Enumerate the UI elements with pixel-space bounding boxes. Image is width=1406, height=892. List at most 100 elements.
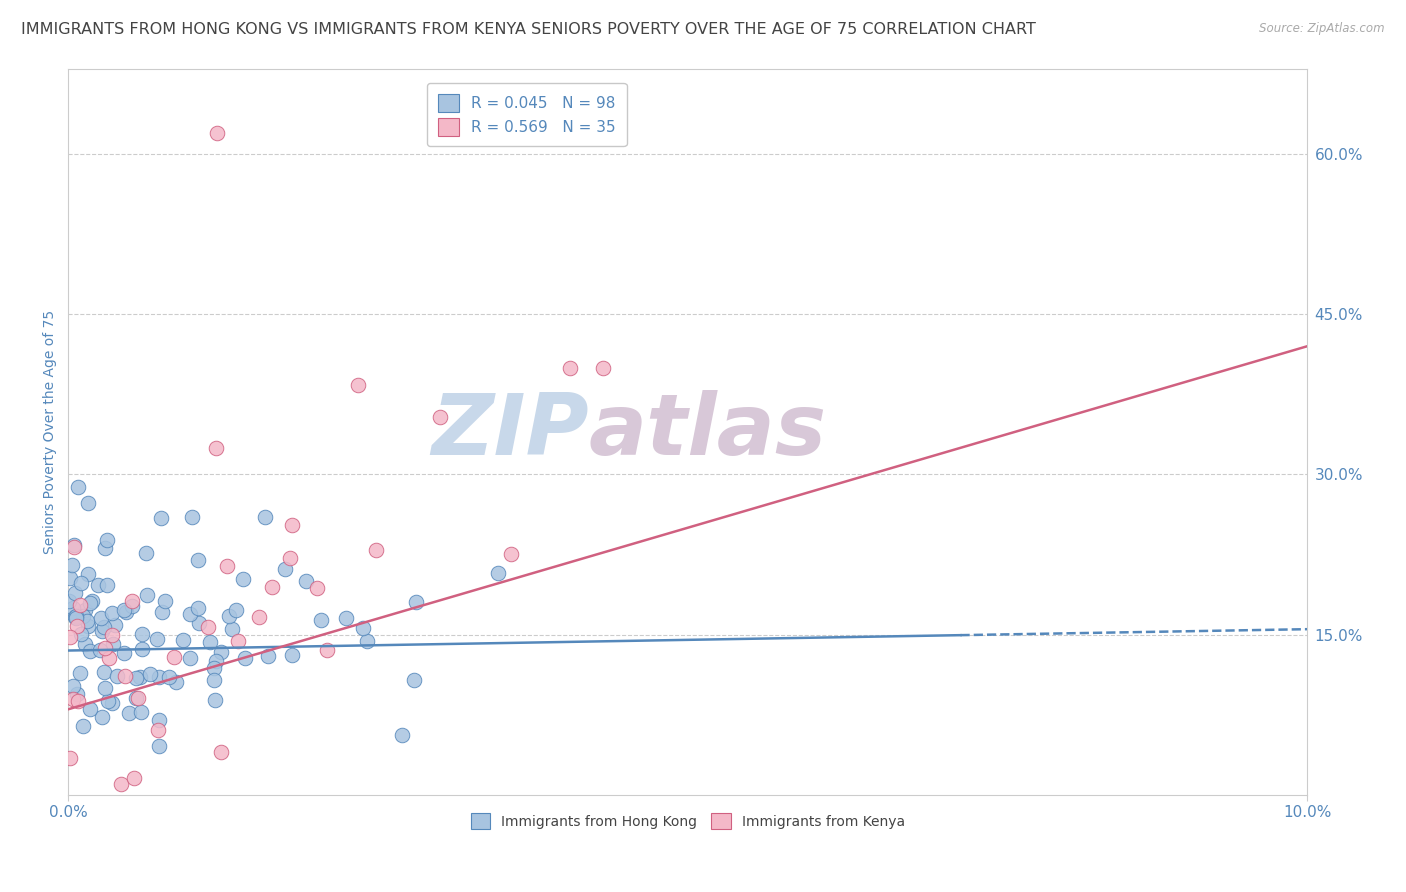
Point	[148, 739, 170, 753]
Point	[103, 637, 125, 651]
Text: Source: ZipAtlas.com: Source: ZipAtlas.com	[1260, 22, 1385, 36]
Point	[62, 601, 84, 615]
Point	[149, 511, 172, 525]
Point	[62, 679, 84, 693]
Text: atlas: atlas	[589, 390, 827, 473]
Point	[76, 614, 98, 628]
Point	[73, 637, 96, 651]
Point	[405, 595, 427, 609]
Point	[226, 634, 249, 648]
Point	[94, 681, 117, 695]
Point	[63, 609, 86, 624]
Point	[204, 660, 226, 674]
Point	[217, 558, 239, 573]
Point	[218, 609, 240, 624]
Point	[65, 609, 87, 624]
Point	[117, 706, 139, 720]
Point	[77, 567, 100, 582]
Point	[125, 671, 148, 685]
Point	[256, 649, 278, 664]
Point	[315, 643, 337, 657]
Point	[70, 576, 93, 591]
Point	[96, 533, 118, 547]
Point	[101, 696, 124, 710]
Point	[172, 632, 194, 647]
Point	[67, 480, 90, 494]
Point	[181, 510, 204, 524]
Point	[72, 719, 94, 733]
Point	[233, 650, 256, 665]
Point	[262, 580, 284, 594]
Point	[187, 553, 209, 567]
Point	[356, 633, 378, 648]
Point	[77, 618, 100, 632]
Point	[105, 669, 128, 683]
Point	[93, 620, 115, 634]
Point	[254, 509, 277, 524]
Point	[89, 643, 111, 657]
Point	[63, 586, 86, 600]
Point	[486, 566, 509, 581]
Point	[205, 654, 228, 668]
Point	[128, 670, 150, 684]
Point	[307, 581, 329, 595]
Point	[163, 650, 186, 665]
Point	[96, 577, 118, 591]
Point	[179, 607, 201, 621]
Point	[247, 610, 270, 624]
Point	[73, 603, 96, 617]
Point	[364, 543, 387, 558]
Point	[91, 710, 114, 724]
Point	[60, 558, 83, 572]
Point	[110, 777, 132, 791]
Point	[280, 551, 302, 566]
Point	[90, 610, 112, 624]
Legend: Immigrants from Hong Kong, Immigrants from Kenya: Immigrants from Hong Kong, Immigrants fr…	[465, 808, 911, 835]
Point	[146, 723, 169, 738]
Point	[122, 771, 145, 785]
Point	[592, 360, 614, 375]
Point	[63, 538, 86, 552]
Point	[148, 713, 170, 727]
Point	[131, 627, 153, 641]
Point	[153, 594, 176, 608]
Point	[127, 690, 149, 705]
Point	[69, 666, 91, 681]
Point	[65, 611, 87, 625]
Point	[77, 496, 100, 510]
Point	[114, 669, 136, 683]
Point	[59, 571, 82, 585]
Point	[66, 687, 89, 701]
Point	[114, 606, 136, 620]
Point	[281, 518, 304, 533]
Point	[352, 621, 374, 635]
Point	[165, 675, 187, 690]
Point	[93, 665, 115, 679]
Point	[150, 605, 173, 619]
Point	[558, 360, 581, 375]
Point	[135, 546, 157, 560]
Point	[79, 597, 101, 611]
Point	[94, 541, 117, 556]
Point	[62, 691, 84, 706]
Point	[58, 594, 80, 608]
Point	[59, 630, 82, 644]
Point	[157, 670, 180, 684]
Point	[70, 626, 93, 640]
Point	[112, 646, 135, 660]
Y-axis label: Seniors Poverty Over the Age of 75: Seniors Poverty Over the Age of 75	[44, 310, 58, 554]
Point	[80, 594, 103, 608]
Point	[72, 609, 94, 624]
Point	[101, 607, 124, 621]
Point	[204, 693, 226, 707]
Point	[232, 572, 254, 586]
Point	[202, 673, 225, 687]
Point	[295, 574, 318, 588]
Point	[187, 600, 209, 615]
Point	[429, 409, 451, 424]
Point	[66, 618, 89, 632]
Point	[205, 126, 228, 140]
Point	[112, 603, 135, 617]
Point	[225, 602, 247, 616]
Point	[273, 562, 295, 576]
